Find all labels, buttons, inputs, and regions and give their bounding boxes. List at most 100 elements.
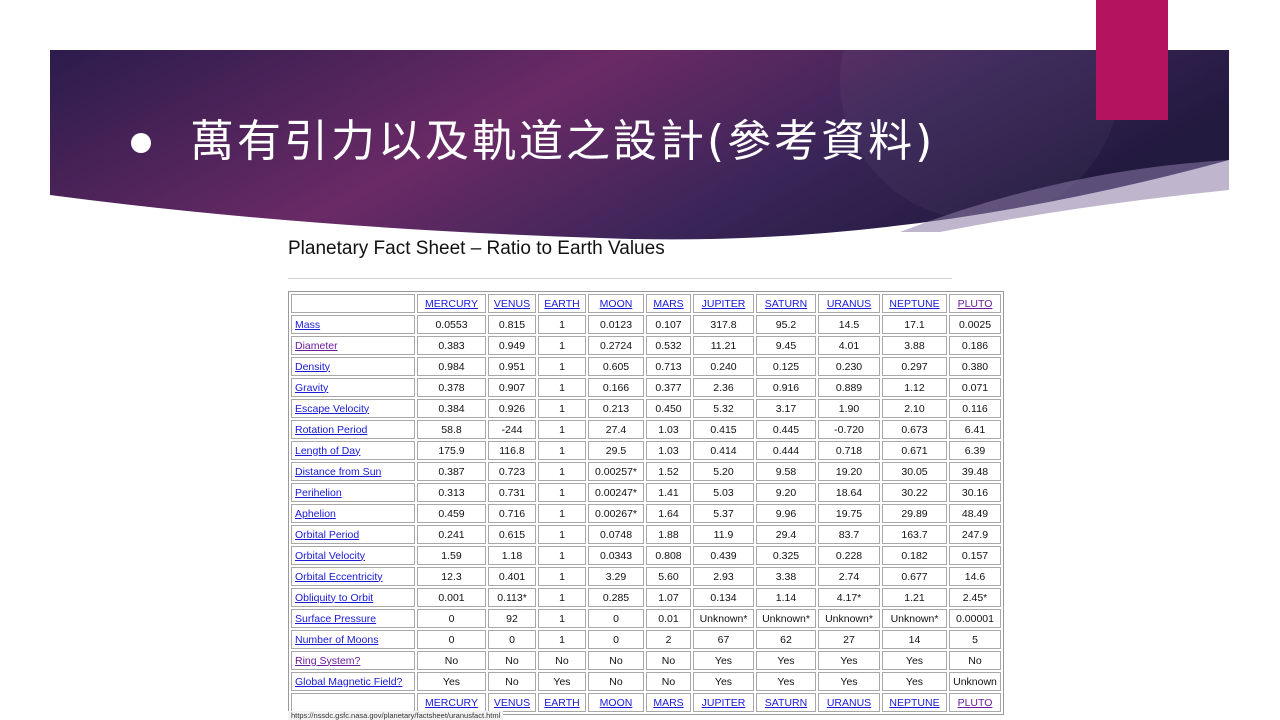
parameter-link[interactable]: Diameter: [295, 339, 338, 352]
value-cell: 0.00257*: [588, 462, 644, 481]
value-cell: 3.88: [882, 336, 947, 355]
value-cell: 116.8: [488, 441, 536, 460]
planet-link-neptune[interactable]: NEPTUNE: [889, 696, 940, 709]
planet-link-pluto[interactable]: PLUTO: [957, 696, 993, 709]
value-cell: 3.17: [756, 399, 816, 418]
value-cell: 18.64: [818, 483, 880, 502]
value-cell: 67: [693, 630, 754, 649]
parameter-link[interactable]: Distance from Sun: [295, 465, 382, 478]
row-header: Length of Day: [291, 441, 415, 460]
table-row: Orbital Period 0.241 0.615 1 0.0748 1.88 11.9 2…: [291, 525, 1001, 544]
planet-link-moon[interactable]: MOON: [599, 297, 633, 310]
planet-link-earth[interactable]: EARTH: [544, 297, 580, 310]
planet-link-neptune[interactable]: NEPTUNE: [889, 297, 940, 310]
row-header: Gravity: [291, 378, 415, 397]
value-cell: -0.720: [818, 420, 880, 439]
row-header: Orbital Period: [291, 525, 415, 544]
value-cell: 0.240: [693, 357, 754, 376]
parameter-link[interactable]: Number of Moons: [295, 633, 379, 646]
parameter-link[interactable]: Rotation Period: [295, 423, 368, 436]
value-cell: No: [488, 672, 536, 691]
value-cell: 9.20: [756, 483, 816, 502]
table-row: Diameter 0.383 0.949 1 0.2724 0.532 11.21 9.45 4…: [291, 336, 1001, 355]
planet-link-venus[interactable]: VENUS: [493, 297, 531, 310]
value-cell: 1: [538, 525, 586, 544]
parameter-link[interactable]: Density: [295, 360, 331, 373]
parameter-link[interactable]: Perihelion: [295, 486, 342, 499]
value-cell: 1.88: [646, 525, 691, 544]
parameter-link[interactable]: Surface Pressure: [295, 612, 377, 625]
row-header: Escape Velocity: [291, 399, 415, 418]
planet-link-saturn[interactable]: SATURN: [764, 696, 808, 709]
value-cell: 0.186: [949, 336, 1001, 355]
value-cell: 14.5: [818, 315, 880, 334]
value-cell: 0.459: [417, 504, 486, 523]
parameter-link[interactable]: Obliquity to Orbit: [295, 591, 374, 604]
row-header: Perihelion: [291, 483, 415, 502]
status-url: https://nssdc.gsfc.nasa.gov/planetary/fa…: [288, 711, 504, 720]
parameter-link[interactable]: Length of Day: [295, 444, 361, 457]
table-row: Orbital Eccentricity 12.3 0.401 1 3.29 5.60 2.…: [291, 567, 1001, 586]
planet-link-jupiter[interactable]: JUPITER: [701, 696, 746, 709]
value-cell: 0.0025: [949, 315, 1001, 334]
planet-link-mercury[interactable]: MERCURY: [425, 297, 478, 310]
planet-link-moon[interactable]: MOON: [599, 696, 633, 709]
parameter-link[interactable]: Global Magnetic Field?: [295, 675, 403, 688]
value-cell: 2: [646, 630, 691, 649]
value-cell: 0.916: [756, 378, 816, 397]
parameter-link[interactable]: Escape Velocity: [295, 402, 370, 415]
planet-link-venus[interactable]: VENUS: [493, 696, 531, 709]
value-cell: 317.8: [693, 315, 754, 334]
value-cell: 39.48: [949, 462, 1001, 481]
value-cell: 0.926: [488, 399, 536, 418]
value-cell: 9.96: [756, 504, 816, 523]
column-header: PLUTO: [949, 693, 1001, 712]
value-cell: 1.18: [488, 546, 536, 565]
value-cell: 0.001: [417, 588, 486, 607]
value-cell: 1.90: [818, 399, 880, 418]
column-header: VENUS: [488, 693, 536, 712]
parameter-link[interactable]: Mass: [295, 318, 321, 331]
value-cell: 2.93: [693, 567, 754, 586]
planet-link-mars[interactable]: MARS: [653, 696, 684, 709]
value-cell: 27.4: [588, 420, 644, 439]
header-row-bottom: MERCURY VENUS EARTH MOON MARS JUPITER SATURN UR…: [291, 693, 1001, 712]
table-row: Ring System? No No No No No Yes Yes Yes Yes No: [291, 651, 1001, 670]
column-header: VENUS: [488, 294, 536, 313]
value-cell: 0.113*: [488, 588, 536, 607]
planet-link-jupiter[interactable]: JUPITER: [701, 297, 746, 310]
value-cell: 0.228: [818, 546, 880, 565]
value-cell: 1: [538, 420, 586, 439]
value-cell: 1: [538, 462, 586, 481]
value-cell: 17.1: [882, 315, 947, 334]
value-cell: 0.116: [949, 399, 1001, 418]
column-header: URANUS: [818, 693, 880, 712]
parameter-link[interactable]: Ring System?: [295, 654, 361, 667]
value-cell: 19.75: [818, 504, 880, 523]
parameter-link[interactable]: Gravity: [295, 381, 329, 394]
value-cell: 247.9: [949, 525, 1001, 544]
value-cell: 0.815: [488, 315, 536, 334]
planet-link-earth[interactable]: EARTH: [544, 696, 580, 709]
value-cell: No: [538, 651, 586, 670]
value-cell: Yes: [756, 651, 816, 670]
value-cell: 0.313: [417, 483, 486, 502]
value-cell: 3.38: [756, 567, 816, 586]
table-row: Aphelion 0.459 0.716 1 0.00267* 1.64 5.37 9.96 1…: [291, 504, 1001, 523]
parameter-link[interactable]: Aphelion: [295, 507, 336, 520]
parameter-link[interactable]: Orbital Eccentricity: [295, 570, 383, 583]
value-cell: 27: [818, 630, 880, 649]
value-cell: 1.03: [646, 441, 691, 460]
parameter-link[interactable]: Orbital Period: [295, 528, 360, 541]
value-cell: 0.00267*: [588, 504, 644, 523]
table-row: Escape Velocity 0.384 0.926 1 0.213 0.450 5.32…: [291, 399, 1001, 418]
column-header: EARTH: [538, 693, 586, 712]
planet-link-mercury[interactable]: MERCURY: [425, 696, 478, 709]
planet-link-uranus[interactable]: URANUS: [826, 696, 872, 709]
planet-link-mars[interactable]: MARS: [653, 297, 684, 310]
planet-link-uranus[interactable]: URANUS: [826, 297, 872, 310]
parameter-link[interactable]: Orbital Velocity: [295, 549, 366, 562]
planet-link-pluto[interactable]: PLUTO: [957, 297, 993, 310]
planet-link-saturn[interactable]: SATURN: [764, 297, 808, 310]
table-row: Distance from Sun 0.387 0.723 1 0.00257* 1.52…: [291, 462, 1001, 481]
